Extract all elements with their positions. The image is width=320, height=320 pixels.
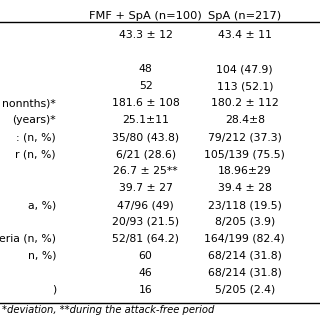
Text: 23/118 (19.5): 23/118 (19.5) [208,200,282,210]
Text: 60: 60 [139,251,153,261]
Text: 39.7 ± 27: 39.7 ± 27 [119,183,172,193]
Text: 46: 46 [139,268,152,278]
Text: eria (n, %): eria (n, %) [0,234,56,244]
Text: 39.4 ± 28: 39.4 ± 28 [218,183,272,193]
Text: r (n, %): r (n, %) [15,149,56,159]
Text: 48: 48 [139,64,152,74]
Text: 104 (47.9): 104 (47.9) [217,64,273,74]
Text: SpA (n=217): SpA (n=217) [208,11,281,21]
Text: 28.4±8: 28.4±8 [225,115,265,125]
Text: FMF + SpA (n=100): FMF + SpA (n=100) [89,11,202,21]
Text: 68/214 (31.8): 68/214 (31.8) [208,251,282,261]
Text: 43.3 ± 12: 43.3 ± 12 [119,30,172,40]
Text: a, %): a, %) [28,200,56,210]
Text: nonnths)*: nonnths)* [2,98,56,108]
Text: 164/199 (82.4): 164/199 (82.4) [204,234,285,244]
Text: 25.1±11: 25.1±11 [122,115,169,125]
Text: 6/21 (28.6): 6/21 (28.6) [116,149,176,159]
Text: 79/212 (37.3): 79/212 (37.3) [208,132,282,142]
Text: 5/205 (2.4): 5/205 (2.4) [215,285,275,295]
Text: (years)*: (years)* [12,115,56,125]
Text: n, %): n, %) [28,251,56,261]
Text: 8/205 (3.9): 8/205 (3.9) [215,217,275,227]
Text: 20/93 (21.5): 20/93 (21.5) [112,217,179,227]
Text: 113 (52.1): 113 (52.1) [217,81,273,91]
Text: 180.2 ± 112: 180.2 ± 112 [211,98,279,108]
Text: 43.4 ± 11: 43.4 ± 11 [218,30,272,40]
Text: *deviation, **during the attack-free period: *deviation, **during the attack-free per… [2,305,214,315]
Text: 105/139 (75.5): 105/139 (75.5) [204,149,285,159]
Text: 35/80 (43.8): 35/80 (43.8) [112,132,179,142]
Text: 52/81 (64.2): 52/81 (64.2) [112,234,179,244]
Text: 52: 52 [139,81,152,91]
Text: ): ) [52,285,56,295]
Text: 18.96±29: 18.96±29 [218,166,272,176]
Text: 68/214 (31.8): 68/214 (31.8) [208,268,282,278]
Text: 181.6 ± 108: 181.6 ± 108 [112,98,180,108]
Text: 16: 16 [139,285,152,295]
Text: : (n, %): : (n, %) [16,132,56,142]
Text: 47/96 (49): 47/96 (49) [117,200,174,210]
Text: 26.7 ± 25**: 26.7 ± 25** [113,166,178,176]
